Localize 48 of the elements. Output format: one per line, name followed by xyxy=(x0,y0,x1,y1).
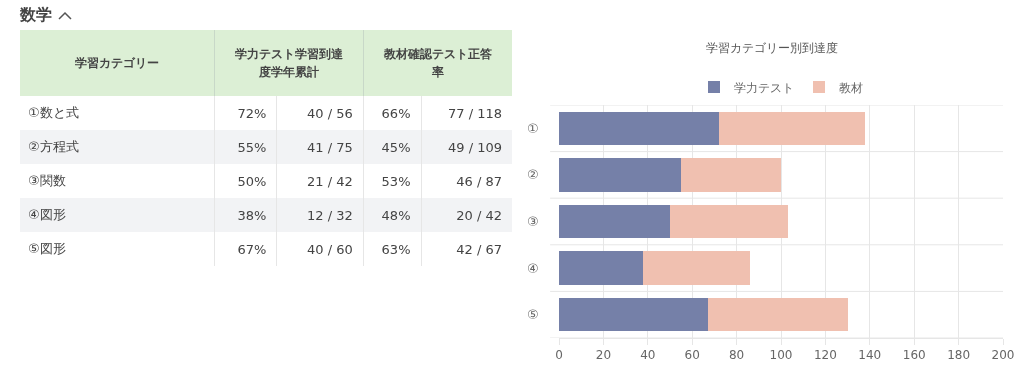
y-tick-label: ② xyxy=(527,167,539,182)
text: 53% xyxy=(381,173,411,189)
x-tick-label: 180 xyxy=(947,348,971,363)
text: 72% xyxy=(237,105,267,121)
category-label: ⑤図形 xyxy=(28,241,66,256)
x-tick-label: 120 xyxy=(813,348,837,363)
text: 20 / 42 xyxy=(456,207,502,223)
x-tick-label: 20 xyxy=(595,348,612,363)
category-label: ①数と式 xyxy=(28,105,79,120)
x-tick-label: 40 xyxy=(640,348,656,363)
x-tick-label: 140 xyxy=(858,348,882,363)
category-label: 学力テスト学習到達度学年累計 xyxy=(233,46,344,81)
x-tick-label: 160 xyxy=(902,348,926,363)
category-label: ③関数 xyxy=(28,173,66,188)
x-tick-label: 80 xyxy=(728,348,745,363)
x-tick-label: 100 xyxy=(769,348,793,363)
text: 77 / 118 xyxy=(448,105,502,121)
text: 55% xyxy=(237,139,267,155)
y-tick-label: ④ xyxy=(527,261,539,276)
text: 45% xyxy=(381,139,411,155)
text: 42 / 67 xyxy=(456,241,502,257)
text: 63% xyxy=(381,241,411,257)
text: 40 / 56 xyxy=(307,105,353,121)
text: 48% xyxy=(381,207,411,223)
x-tick-label: 0 xyxy=(555,348,563,363)
text: 数学 xyxy=(20,4,52,26)
text: 12 / 32 xyxy=(307,207,353,223)
text: 50% xyxy=(237,173,267,189)
text: 38% xyxy=(237,207,267,223)
category-label: ④図形 xyxy=(28,207,66,222)
text: 46 / 87 xyxy=(456,173,502,189)
text: 67% xyxy=(237,241,267,257)
text: 66% xyxy=(381,105,411,121)
y-tick-label: ① xyxy=(527,121,539,136)
x-tick-label: 200 xyxy=(991,348,1015,363)
text: 41 / 75 xyxy=(307,139,353,155)
y-tick-label: ③ xyxy=(527,214,539,229)
chart-title: 学習カテゴリー別到達度 xyxy=(706,41,838,56)
category-label: 学習カテゴリー xyxy=(74,55,160,72)
x-tick-label: 60 xyxy=(684,348,700,363)
y-tick-label: ⑤ xyxy=(527,307,539,322)
category-label: ②方程式 xyxy=(28,139,79,154)
legend-label: 学力テスト xyxy=(734,80,794,95)
text: 49 / 109 xyxy=(448,139,502,155)
text: 21 / 42 xyxy=(307,173,353,189)
legend-label: 教材 xyxy=(839,80,863,95)
category-label: 教材確認テスト正答率 xyxy=(382,46,493,81)
text: 40 / 60 xyxy=(307,241,353,257)
